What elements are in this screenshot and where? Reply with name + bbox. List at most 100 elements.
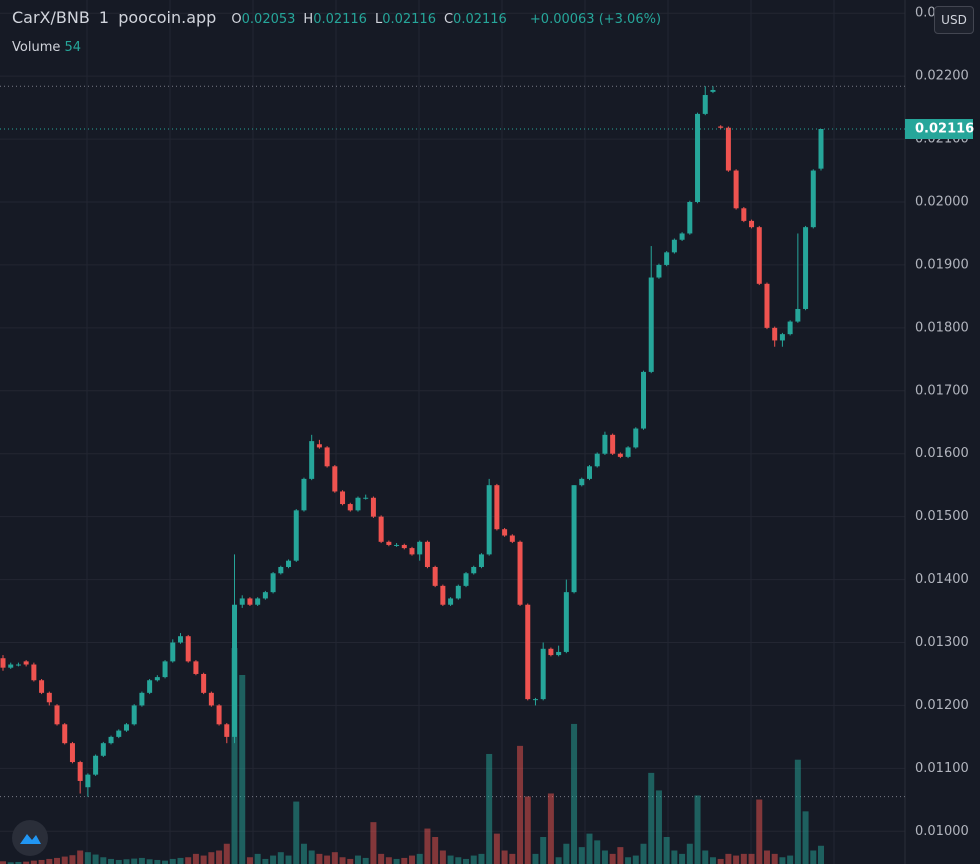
candle-body — [718, 126, 724, 128]
volume-legend: Volume 54 — [12, 40, 81, 55]
volume-bar — [100, 857, 107, 864]
volume-bar — [532, 853, 539, 864]
candle-body — [309, 441, 315, 479]
candle-body — [502, 529, 508, 536]
candle-body — [795, 308, 801, 322]
volume-bar — [625, 857, 632, 864]
candle-body — [803, 227, 809, 309]
candle-body — [293, 510, 299, 561]
volume-bar — [493, 833, 500, 864]
candle-body — [62, 724, 68, 744]
header: CarX/BNB 1 poocoin.app O0.02053 H0.02116 L… — [12, 8, 665, 27]
volume-bar — [470, 855, 477, 864]
volume-bar — [748, 853, 755, 864]
volume-bar — [185, 857, 192, 864]
volume-bar — [370, 822, 377, 864]
y-tick-label: 0.01900 — [915, 257, 969, 272]
candle-body — [571, 485, 577, 593]
volume-bar — [725, 853, 732, 864]
ohlc-legend: O0.02053 H0.02116 L0.02116 C0.02116 — [231, 12, 514, 27]
candle-body — [687, 201, 693, 234]
volume-bar — [131, 858, 138, 864]
volume-bar — [339, 857, 346, 864]
volume-bar — [563, 843, 570, 864]
candle-body — [448, 598, 454, 605]
candle-body — [39, 680, 45, 693]
candle-body — [54, 705, 60, 725]
volume-bar — [810, 850, 817, 864]
volume-bar — [192, 853, 199, 864]
volume-bar — [663, 837, 670, 864]
volume-bar — [447, 855, 454, 864]
candle-body — [324, 447, 330, 467]
volume-bar — [794, 759, 801, 864]
candle-body — [386, 541, 392, 545]
candle-body — [270, 573, 276, 593]
candle-body — [409, 548, 415, 555]
ohlc-key: C — [443, 12, 454, 27]
volume-bar — [331, 852, 338, 864]
volume-bar — [702, 850, 709, 864]
interval: 1 — [98, 8, 110, 27]
price-label-box — [905, 119, 973, 140]
volume-bar — [285, 855, 292, 864]
candle-body — [301, 478, 307, 511]
volume-bar — [54, 857, 61, 864]
candle-body — [23, 661, 29, 665]
candle-body — [239, 598, 245, 605]
candle-body — [602, 434, 608, 454]
candle-body — [756, 227, 762, 284]
candle-body — [741, 208, 747, 221]
candle-body — [401, 544, 407, 549]
volume-bar — [169, 858, 176, 864]
volume-bar — [509, 853, 516, 864]
candle-body — [486, 485, 492, 555]
volume-bar — [517, 745, 524, 864]
volume-bar — [254, 853, 261, 864]
candle-body — [548, 648, 554, 656]
candle-body — [93, 755, 99, 775]
volume-bar — [77, 850, 84, 864]
candle-body — [378, 516, 384, 542]
volume-bar — [818, 845, 824, 864]
candle-body — [316, 444, 322, 448]
volume-bar — [547, 793, 554, 864]
candle-body — [370, 497, 376, 517]
currency-button[interactable]: USD — [934, 6, 974, 34]
candle-body — [69, 743, 75, 763]
volume-bar — [463, 858, 470, 864]
logo[interactable] — [12, 820, 48, 856]
candle-body — [262, 592, 268, 599]
volume-bar — [555, 857, 562, 864]
candle-body — [455, 585, 461, 599]
volume-bar — [362, 857, 369, 864]
volume-bar — [108, 858, 115, 864]
volume-bar — [246, 857, 253, 864]
volume-bar — [200, 855, 207, 864]
volume-bar — [393, 858, 400, 864]
candle-body — [432, 566, 438, 586]
volume-bar — [385, 857, 392, 864]
candle-body — [208, 692, 214, 706]
candle-body — [232, 604, 238, 737]
volume-bar — [401, 857, 408, 864]
volume-bar — [223, 843, 230, 864]
candle-body — [471, 566, 477, 574]
candle-body — [532, 699, 538, 701]
candle-body — [625, 447, 631, 457]
volume-bar — [92, 854, 99, 864]
y-tick-label: 0.01200 — [915, 698, 969, 713]
candle-body — [586, 466, 592, 479]
candle-body — [100, 743, 106, 756]
volume-bar — [15, 861, 22, 864]
volume-bar — [733, 855, 740, 864]
ohlc-key: O — [231, 12, 242, 27]
volume-bar — [655, 790, 662, 864]
volume-bar — [0, 861, 6, 864]
candle-body — [0, 658, 6, 668]
logo-icon — [20, 834, 41, 844]
candle-body — [764, 283, 770, 328]
candle-body — [556, 651, 562, 656]
